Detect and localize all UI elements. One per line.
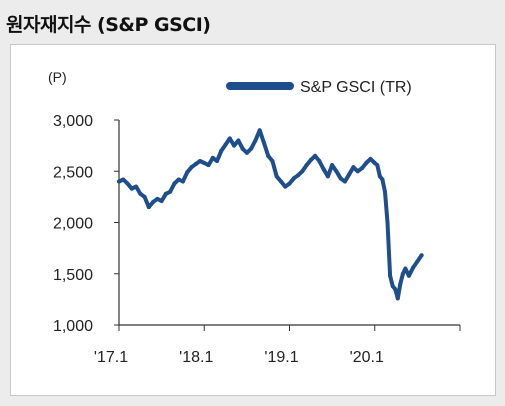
data-point [168,189,173,194]
data-point [330,163,335,168]
data-point [240,146,245,151]
data-point [380,177,385,182]
data-point [403,266,408,271]
tick-labels: 1,000 1,500 2,000 2,500 3,000 '17.1 '18.1 '19.1… [53,113,384,366]
data-point [249,146,254,151]
data-point [415,259,420,264]
x-tick-label: '20.1 [350,349,384,366]
data-point [375,163,380,168]
data-point [355,169,360,174]
data-point [368,156,373,161]
data-point [338,176,343,181]
data-point [215,159,220,163]
data-point [400,271,405,276]
data-point [406,273,411,278]
data-point [202,161,207,166]
data-point [321,167,326,172]
y-axis-unit-label: (P) [48,69,67,85]
data-point [193,162,198,167]
data-point [151,200,156,204]
data-point [236,138,241,143]
data-point [146,205,151,210]
data-point [300,169,305,174]
data-point [398,282,403,286]
axes [114,119,461,331]
data-point [351,165,356,170]
data-point [419,253,424,258]
data-point [325,174,330,179]
data-point [176,177,181,182]
x-tick-label: '19.1 [264,349,298,366]
data-point [219,148,224,153]
data-point [185,170,190,175]
data-point [159,198,164,203]
x-tick-label: '17.1 [94,349,128,366]
data-point [278,179,283,184]
data-point [142,194,147,199]
data-point [257,128,262,133]
data-point [388,273,393,278]
data-point [308,157,313,162]
data-point [206,163,211,168]
data-point [155,196,160,201]
data-point [172,181,177,186]
data-point [129,186,134,191]
data-point [393,287,398,292]
data-point [121,177,126,182]
data-point [261,140,266,145]
data-point [270,159,275,163]
data-point [364,161,369,166]
chart-title: 원자재지수 (S&P GSCI) [6,14,211,36]
data-point [291,176,296,181]
y-tick-label: 2,500 [53,164,93,181]
data-point [390,284,395,289]
data-point [117,179,121,184]
data-point [317,159,322,163]
data-point [287,181,292,186]
data-point [342,179,347,184]
data-point [334,169,339,174]
y-tick-label: 3,000 [53,113,93,130]
data-point [227,136,232,141]
data-point [223,142,228,147]
data-point [377,174,382,179]
data-point [138,191,143,196]
data-point [210,155,215,160]
data-point [283,184,288,189]
data-point [296,173,301,178]
data-point [359,166,364,171]
data-point [304,163,309,168]
y-tick-label: 2,000 [53,216,93,233]
chart-frame [10,44,496,396]
data-point [244,150,249,155]
data-point [189,165,194,170]
data-point [313,153,318,158]
data-point [274,174,279,179]
data-point [395,296,400,301]
data-point [125,181,130,186]
data-point [382,189,387,194]
y-tick-label: 1,000 [53,318,93,335]
data-point [163,191,168,196]
data-point [197,159,202,163]
legend: S&P GSCI (TR) [226,79,412,96]
series-lines [117,128,424,301]
legend-label: S&P GSCI (TR) [300,79,412,96]
data-point [134,184,139,189]
data-point [411,265,416,270]
y-tick-label: 1,500 [53,267,93,284]
data-point [232,143,237,148]
data-point [385,220,390,225]
data-point [253,138,258,143]
data-point [180,179,185,184]
x-tick-label: '18.1 [179,349,213,366]
series-line [117,128,424,301]
data-point [347,172,352,177]
data-point [266,153,271,158]
